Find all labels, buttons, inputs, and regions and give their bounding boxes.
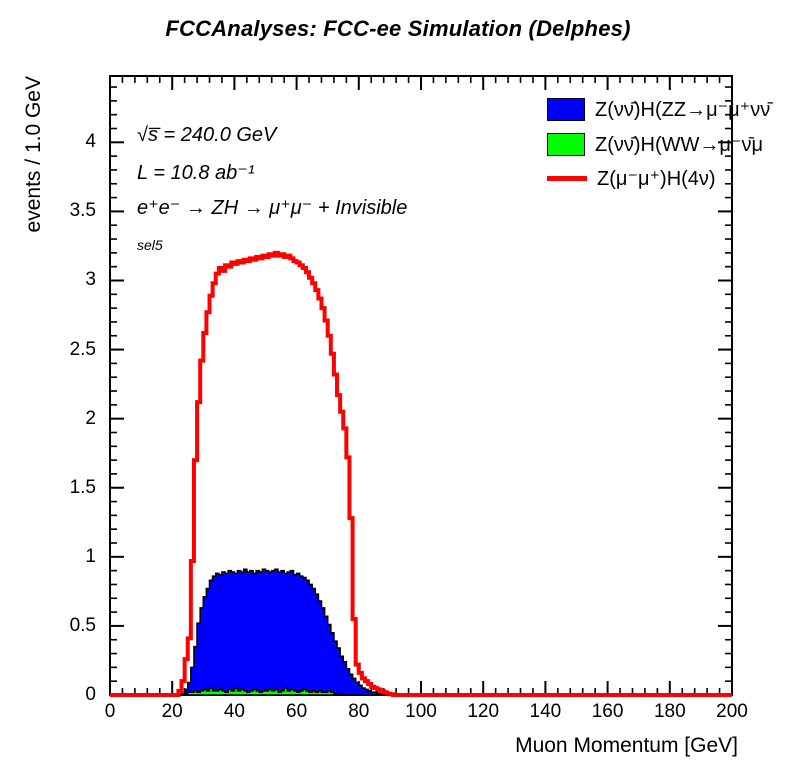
series-zvv-h-zz <box>180 568 391 696</box>
y-tick-label: 1.5 <box>69 476 96 498</box>
y-tick-label: 1 <box>85 545 96 567</box>
legend-swatch-green-icon <box>547 132 585 156</box>
y-tick-label: 3 <box>85 269 96 291</box>
series-zmm-h-4v <box>110 250 732 697</box>
x-tick-label: 80 <box>348 701 370 722</box>
x-axis-title: Muon Momentum [GeV] <box>515 734 738 757</box>
series-zvv-h-ww <box>180 687 341 696</box>
plot-title: FCCAnalyses: FCC-ee Simulation (Delphes) <box>165 16 631 41</box>
y-tick-label: 4 <box>85 131 96 153</box>
annotation-sqrt-s: √s̅ = 240.0 GeV <box>137 124 277 146</box>
legend-item-signal: Z(μ⁻μ⁺)H(4ν) <box>547 165 716 191</box>
legend-line-red-icon <box>547 175 587 181</box>
y-tick-label: 2.5 <box>69 338 96 360</box>
y-tick-label: 2 <box>85 407 96 429</box>
y-tick-label: 3.5 <box>69 200 96 222</box>
x-tick-label: 20 <box>161 701 183 722</box>
legend-label: Z(νν̄)H(WW→μ⁻ν̄μ <box>595 133 763 156</box>
y-tick-label: 0.5 <box>69 614 96 636</box>
legend-label: Z(μ⁻μ⁺)H(4ν) <box>597 167 716 190</box>
x-tick-label: 40 <box>223 701 245 722</box>
x-tick-label: 140 <box>529 701 562 722</box>
x-tick-label: 180 <box>653 701 686 722</box>
annotation-luminosity: L = 10.8 ab⁻¹ <box>137 162 255 184</box>
legend-item-zz: Z(νν̄)H(ZZ→μ⁻μ⁺νν̄ <box>547 96 770 122</box>
x-tick-label: 160 <box>591 701 624 722</box>
legend-label: Z(νν̄)H(ZZ→μ⁻μ⁺νν̄ <box>595 98 771 121</box>
legend-swatch-blue-icon <box>547 97 585 121</box>
x-tick-label: 0 <box>104 701 116 722</box>
y-tick-label: 0 <box>85 684 96 705</box>
x-tick-label: 120 <box>467 701 500 722</box>
legend-item-ww: Z(νν̄)H(WW→μ⁻ν̄μ <box>547 131 763 157</box>
x-tick-label: 60 <box>286 701 308 722</box>
y-axis-title: events / 1.0 GeV <box>22 76 45 233</box>
annotation-process: e⁺e⁻ → ZH → μ⁺μ⁻ + Invisible <box>137 197 408 219</box>
annotation-selection: sel5 <box>137 237 163 253</box>
x-tick-label: 200 <box>716 701 748 722</box>
x-tick-label: 100 <box>405 701 437 722</box>
